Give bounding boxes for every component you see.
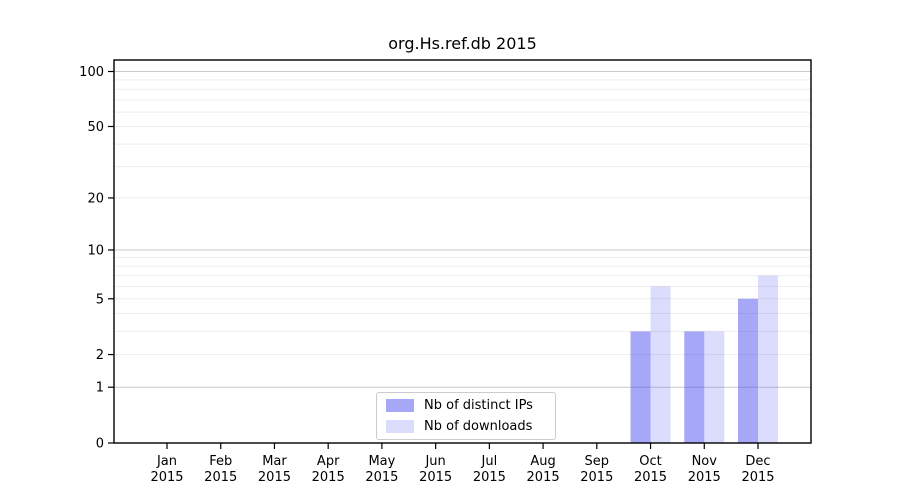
svg-text:0: 0 bbox=[96, 437, 104, 452]
chart-title: org.Hs.ref.db 2015 bbox=[388, 34, 537, 53]
svg-text:2015: 2015 bbox=[527, 470, 560, 485]
svg-text:Nov: Nov bbox=[692, 454, 718, 469]
legend-label-distinct-ips: Nb of distinct IPs bbox=[424, 398, 533, 414]
legend-item-downloads: Nb of downloads bbox=[386, 419, 555, 434]
legend-item-distinct-ips: Nb of distinct IPs bbox=[386, 398, 555, 413]
svg-text:Apr: Apr bbox=[317, 454, 340, 469]
svg-text:2015: 2015 bbox=[204, 470, 237, 485]
svg-text:2015: 2015 bbox=[258, 470, 291, 485]
svg-text:Feb: Feb bbox=[209, 454, 232, 469]
svg-text:Jun: Jun bbox=[424, 454, 445, 469]
svg-text:2015: 2015 bbox=[580, 470, 613, 485]
svg-text:Mar: Mar bbox=[262, 454, 287, 469]
svg-text:100: 100 bbox=[79, 65, 104, 80]
legend-swatch-distinct-ips bbox=[386, 399, 414, 413]
svg-text:2015: 2015 bbox=[150, 470, 183, 485]
svg-text:50: 50 bbox=[87, 120, 104, 135]
svg-text:10: 10 bbox=[87, 243, 104, 258]
svg-text:2015: 2015 bbox=[688, 470, 721, 485]
svg-text:2015: 2015 bbox=[634, 470, 667, 485]
svg-text:1: 1 bbox=[96, 381, 104, 396]
svg-text:Jan: Jan bbox=[156, 454, 177, 469]
legend: Nb of distinct IPs Nb of downloads bbox=[376, 392, 556, 440]
svg-text:2015: 2015 bbox=[419, 470, 452, 485]
svg-text:2015: 2015 bbox=[365, 470, 398, 485]
svg-text:20: 20 bbox=[87, 191, 104, 206]
svg-text:2015: 2015 bbox=[312, 470, 345, 485]
legend-swatch-downloads bbox=[386, 419, 414, 433]
svg-text:Jul: Jul bbox=[481, 454, 498, 469]
svg-text:May: May bbox=[368, 454, 395, 469]
svg-text:2015: 2015 bbox=[741, 470, 774, 485]
svg-text:2015: 2015 bbox=[473, 470, 506, 485]
svg-text:2: 2 bbox=[96, 348, 104, 363]
svg-text:Aug: Aug bbox=[530, 454, 555, 469]
svg-text:Dec: Dec bbox=[745, 454, 770, 469]
svg-text:5: 5 bbox=[96, 292, 104, 307]
legend-label-downloads: Nb of downloads bbox=[424, 418, 533, 434]
svg-text:Oct: Oct bbox=[639, 454, 661, 469]
svg-text:Sep: Sep bbox=[585, 454, 610, 469]
